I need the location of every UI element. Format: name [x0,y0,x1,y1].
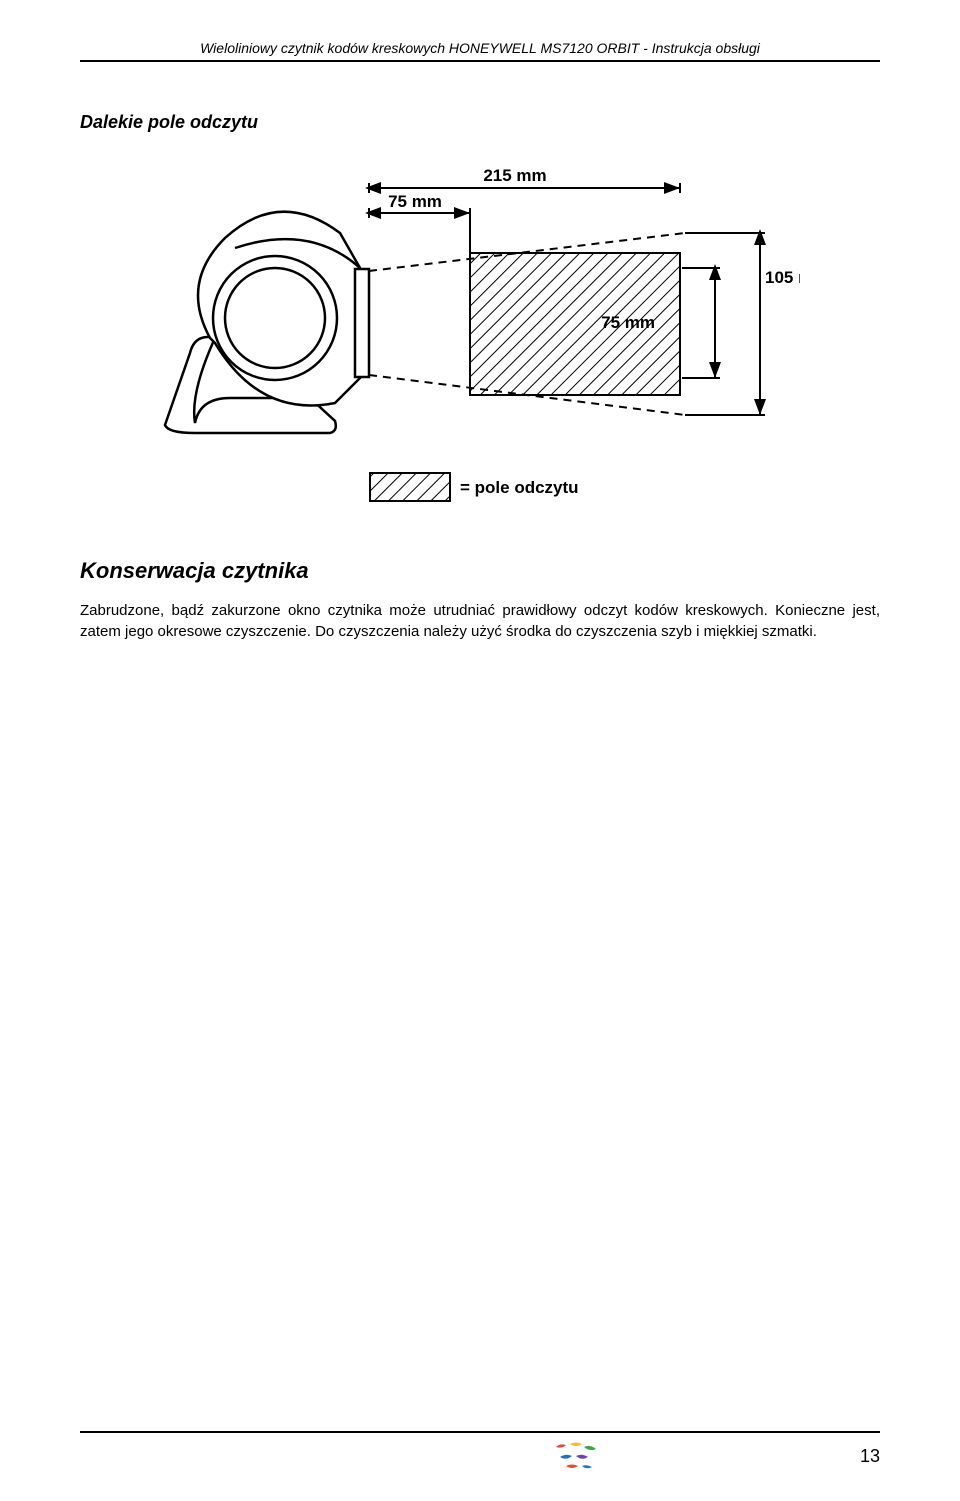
dimension-75mm-left-label: 75 mm [388,192,442,211]
diagram-legend: = pole odczytu [370,473,579,501]
dimension-105mm: 105 mm [685,233,800,415]
scan-field-diagram: 215 mm 75 mm 75 mm 105 mm [160,163,800,518]
page-number: 13 [860,1446,880,1467]
legend-label: = pole odczytu [460,478,579,497]
dimension-215mm-label: 215 mm [483,166,546,185]
header-rule [80,60,880,62]
footer-logo-icon [552,1441,600,1471]
page-header: Wieloliniowy czytnik kodów kreskowych HO… [80,40,880,62]
header-title: Wieloliniowy czytnik kodów kreskowych HO… [80,40,880,60]
dimension-215mm: 215 mm [369,166,680,193]
dimension-75mm-right-label: 75 mm [601,313,655,332]
page-footer: 13 [80,1423,880,1471]
document-page: Wieloliniowy czytnik kodów kreskowych HO… [0,0,960,1501]
dimension-75mm-left: 75 mm [369,192,470,253]
section-heading-maintenance: Konserwacja czytnika [80,558,880,584]
diagram-svg: 215 mm 75 mm 75 mm 105 mm [160,163,800,513]
dimension-105mm-label: 105 mm [765,268,800,287]
scanner-drawing [165,212,369,433]
section-heading-far-field: Dalekie pole odczytu [80,112,880,133]
maintenance-paragraph: Zabrudzone, bądź zakurzone okno czytnika… [80,600,880,642]
footer-rule [80,1431,880,1433]
